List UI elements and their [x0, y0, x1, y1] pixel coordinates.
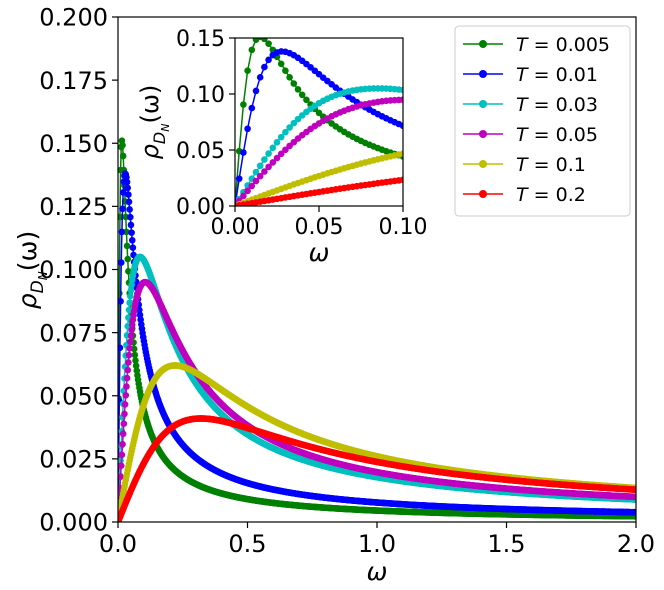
main-point-0-005 — [132, 362, 140, 370]
main-point-0-05 — [124, 366, 132, 374]
main-point-0-005 — [118, 289, 123, 297]
main-point-0-05 — [118, 462, 125, 469]
main-point-0-01 — [118, 297, 124, 305]
main-point-0-01 — [128, 236, 136, 244]
main-point-0-005 — [119, 152, 127, 160]
main-point-0-05 — [126, 345, 133, 352]
main-point-0-005 — [119, 141, 126, 149]
main-point-0-01 — [119, 205, 126, 213]
main-point-0-05 — [119, 440, 126, 448]
main-xtick-label: 1.0 — [358, 530, 396, 558]
main-ytick-label: 0.175 — [39, 67, 108, 95]
main-ytick-label: 0.075 — [39, 319, 108, 347]
inset-point-0-005 — [277, 60, 285, 68]
main-y-label-rho: ρ — [13, 293, 42, 309]
main-point-0-05 — [120, 420, 128, 428]
main-ytick-label: 0.000 — [39, 509, 108, 537]
main-point-0-01 — [127, 221, 135, 229]
inset-point-0-005 — [265, 40, 272, 47]
inset-point-0-01 — [235, 175, 243, 182]
main-point-0-05 — [125, 351, 133, 359]
inset-point-0-01 — [261, 63, 268, 71]
main-point-0-005 — [131, 351, 139, 359]
inset-point-0-03 — [256, 162, 264, 170]
inset-point-0-005 — [298, 91, 306, 99]
main-point-0-03 — [127, 286, 135, 294]
main-ytick-label: 0.125 — [39, 193, 108, 221]
main-point-0-05 — [121, 401, 129, 408]
main-y-label-sub: D — [28, 280, 48, 293]
inset-point-0-01 — [252, 87, 260, 95]
main-y-label-arg: (ω) — [13, 231, 42, 271]
main-point-0-05 — [121, 410, 128, 418]
main-point-0-01 — [136, 311, 144, 319]
main-xtick-label: 2.0 — [617, 530, 655, 558]
main-point-0-005 — [125, 268, 132, 275]
main-ytick-label: 0.050 — [39, 382, 108, 410]
inset-point-0-01 — [256, 74, 264, 81]
main-point-0-05 — [125, 359, 132, 366]
main-series-0-01 — [118, 170, 636, 522]
main-point-0-01 — [128, 229, 135, 236]
inset-point-0-01 — [240, 149, 247, 156]
main-point-0-005 — [123, 242, 131, 250]
main-point-0-01 — [127, 213, 134, 221]
main-point-0-005 — [132, 357, 139, 364]
main-x-ticks: 0.0 0.5 1.0 1.5 2.0 — [99, 522, 655, 558]
main-point-0-01 — [125, 191, 132, 198]
inset-point-0-03 — [261, 156, 268, 163]
main-point-0-05 — [127, 332, 135, 340]
main-point-0-01 — [124, 184, 132, 192]
inset-point-0-005 — [290, 80, 298, 87]
inset-point-0-03 — [273, 139, 281, 146]
inset-point-0-005 — [244, 67, 251, 74]
main-point-0-03 — [127, 292, 134, 300]
main-point-0-03 — [125, 306, 133, 314]
main-ytick-label: 0.025 — [39, 446, 108, 474]
inset-point-0-01 — [248, 104, 256, 112]
main-point-0-01 — [119, 189, 127, 196]
main-series-group — [118, 137, 636, 522]
main-y-label-subsub: N — [36, 271, 50, 280]
main-point-0-01 — [123, 178, 131, 186]
inset-point-0-005 — [294, 86, 302, 93]
main-point-0-03 — [126, 299, 133, 307]
main-point-0-05 — [123, 383, 130, 390]
main-point-0-01 — [118, 259, 125, 266]
main-x-axis-label: ω — [367, 557, 388, 586]
inset-point-0-03 — [269, 144, 277, 152]
main-y-ticks: 0.0000.0250.0500.0750.1000.1250.1500.175… — [39, 4, 118, 537]
main-point-0-01 — [118, 344, 124, 352]
inset-point-0-03 — [265, 150, 272, 157]
main-xtick-label: 0.5 — [228, 530, 266, 558]
inset-point-0-01 — [244, 125, 251, 133]
main-point-0-05 — [119, 430, 127, 438]
main-point-0-005 — [124, 255, 132, 263]
main-ytick-label: 0.200 — [39, 4, 108, 32]
main-point-0-01 — [125, 198, 133, 206]
main-point-0-05 — [127, 338, 134, 346]
main-point-0-05 — [122, 391, 130, 399]
main-point-0-01 — [632, 508, 636, 516]
inset-point-0-005 — [282, 67, 289, 74]
main-point-0-05 — [123, 374, 131, 382]
main-ytick-label: 0.150 — [39, 130, 108, 158]
main-point-0-01 — [126, 206, 133, 213]
inset-point-0-005 — [240, 101, 247, 108]
inset-point-0-005 — [248, 46, 256, 54]
main-point-0-01 — [118, 228, 126, 236]
main-point-0-05 — [118, 451, 126, 459]
inset-point-0-005 — [286, 74, 293, 81]
main-point-0-01 — [129, 244, 137, 251]
main-xtick-label: 1.5 — [487, 530, 525, 558]
